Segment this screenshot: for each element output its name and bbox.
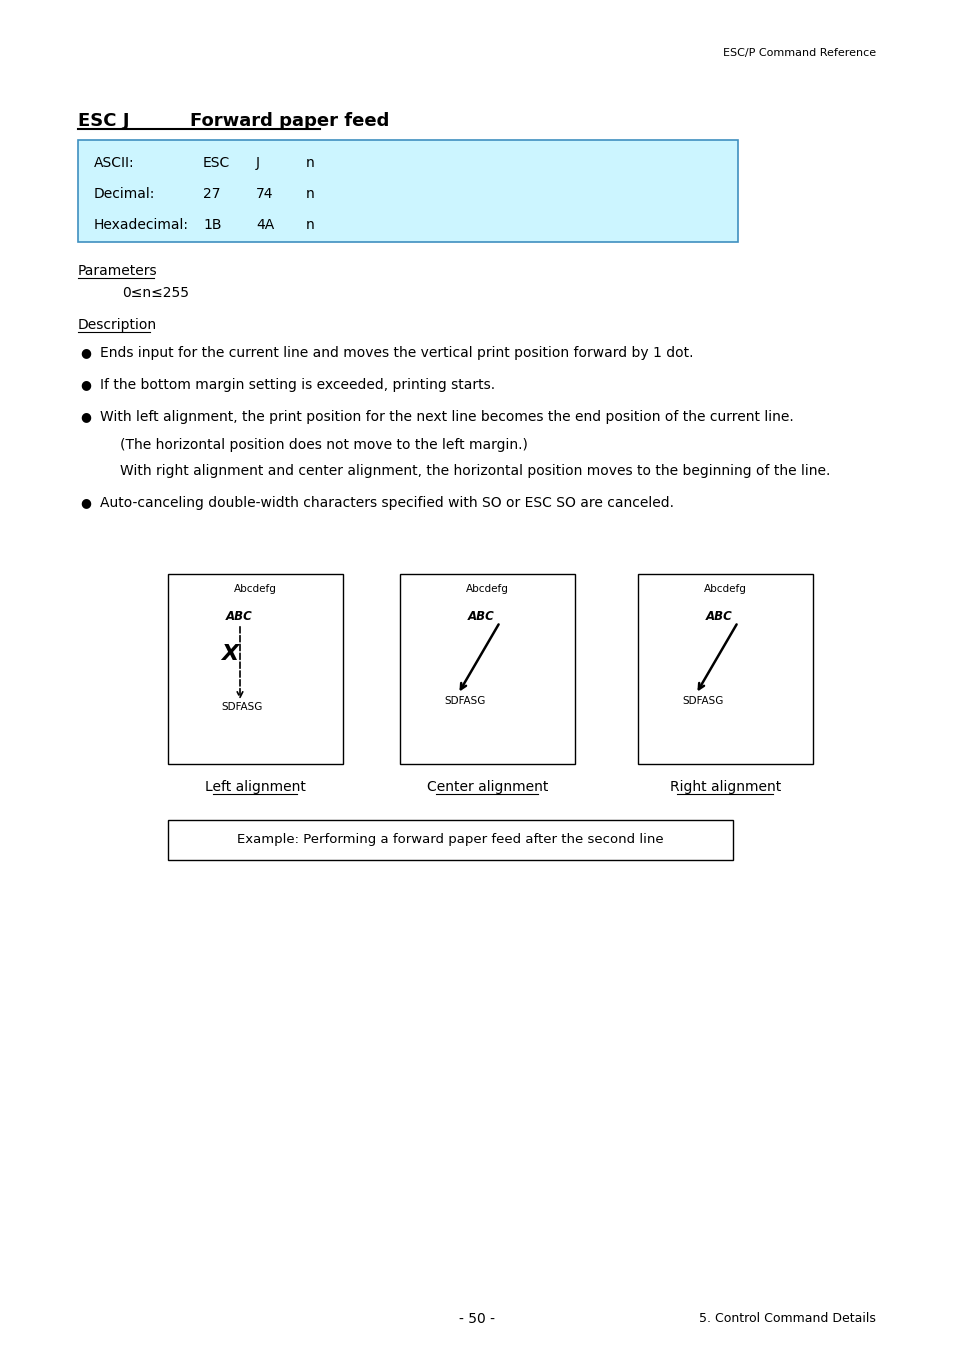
Text: Center alignment: Center alignment [426, 780, 548, 794]
Text: J: J [255, 157, 260, 170]
Text: If the bottom margin setting is exceeded, printing starts.: If the bottom margin setting is exceeded… [100, 378, 495, 392]
Text: ESC J: ESC J [78, 112, 130, 130]
Text: - 50 -: - 50 - [458, 1312, 495, 1326]
Text: Forward paper feed: Forward paper feed [190, 112, 389, 130]
Text: ●: ● [80, 378, 91, 392]
Text: Right alignment: Right alignment [669, 780, 781, 794]
Text: 27: 27 [203, 188, 220, 201]
Text: Auto-canceling double-width characters specified with SO or ESC SO are canceled.: Auto-canceling double-width characters s… [100, 495, 673, 510]
Text: Hexadecimal:: Hexadecimal: [94, 217, 189, 232]
Text: (The horizontal position does not move to the left margin.): (The horizontal position does not move t… [120, 437, 527, 452]
Text: SDFASG: SDFASG [443, 697, 485, 706]
Text: ABC: ABC [705, 610, 732, 622]
Text: n: n [306, 188, 314, 201]
Text: 0≤n≤255: 0≤n≤255 [122, 286, 189, 300]
Text: Abcdefg: Abcdefg [703, 585, 746, 594]
Text: With left alignment, the print position for the next line becomes the end positi: With left alignment, the print position … [100, 410, 793, 424]
Text: Example: Performing a forward paper feed after the second line: Example: Performing a forward paper feed… [237, 833, 663, 846]
Text: 5. Control Command Details: 5. Control Command Details [699, 1312, 875, 1324]
Text: n: n [306, 217, 314, 232]
Text: ABC: ABC [226, 610, 253, 622]
Bar [168, 819, 732, 860]
Text: ESC/P Command Reference: ESC/P Command Reference [722, 49, 875, 58]
Text: Parameters: Parameters [78, 265, 157, 278]
Text: With right alignment and center alignment, the horizontal position moves to the : With right alignment and center alignmen… [120, 464, 829, 478]
Text: ASCII:: ASCII: [94, 157, 134, 170]
Text: 74: 74 [255, 188, 274, 201]
Text: ●: ● [80, 346, 91, 359]
Text: Abcdefg: Abcdefg [466, 585, 508, 594]
Text: X: X [221, 644, 238, 664]
Text: ABC: ABC [468, 610, 495, 622]
Text: 1B: 1B [203, 217, 221, 232]
Bar [168, 574, 343, 764]
Text: Description: Description [78, 319, 157, 332]
Text: ●: ● [80, 495, 91, 509]
Text: ESC: ESC [203, 157, 230, 170]
Text: Decimal:: Decimal: [94, 188, 155, 201]
Bar [638, 574, 812, 764]
Text: n: n [306, 157, 314, 170]
Text: Ends input for the current line and moves the vertical print position forward by: Ends input for the current line and move… [100, 346, 693, 360]
Bar [399, 574, 575, 764]
Text: ●: ● [80, 410, 91, 423]
Text: 4A: 4A [255, 217, 274, 232]
Bar [78, 140, 738, 242]
Text: SDFASG: SDFASG [221, 702, 262, 711]
Text: SDFASG: SDFASG [681, 697, 722, 706]
Text: Abcdefg: Abcdefg [233, 585, 276, 594]
Text: Left alignment: Left alignment [205, 780, 306, 794]
